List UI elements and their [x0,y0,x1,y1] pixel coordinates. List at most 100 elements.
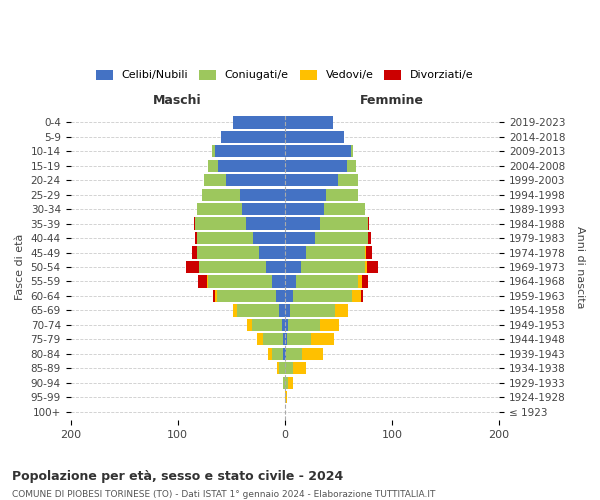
Bar [368,218,370,230]
Text: Femmine: Femmine [360,94,424,106]
Bar [186,261,199,273]
Bar [285,174,338,186]
Bar [246,218,285,230]
Bar [195,218,246,230]
Bar [205,174,226,186]
Bar [283,376,285,389]
Bar [285,218,320,230]
Bar [197,232,253,244]
Bar [266,261,285,273]
Bar [283,333,285,345]
Bar [191,246,197,258]
Bar [280,362,285,374]
Bar [285,130,344,143]
Bar [358,276,362,287]
Bar [306,246,365,258]
Bar [362,276,368,287]
Bar [285,246,306,258]
Bar [285,290,293,302]
Bar [290,304,335,316]
Bar [288,318,320,331]
Bar [272,348,283,360]
Bar [285,333,287,345]
Bar [365,261,367,273]
Bar [242,203,285,215]
Bar [215,145,285,158]
Bar [285,276,296,287]
Legend: Celibi/Nubili, Coniugati/e, Vedovi/e, Divorziati/e: Celibi/Nubili, Coniugati/e, Vedovi/e, Di… [91,64,479,86]
Bar [286,348,302,360]
Bar [285,160,347,172]
Bar [320,218,368,230]
Bar [315,232,368,244]
Y-axis label: Fasce di età: Fasce di età [15,234,25,300]
Bar [198,276,206,287]
Bar [293,362,306,374]
Bar [285,318,288,331]
Bar [361,290,363,302]
Bar [338,174,358,186]
Bar [365,246,366,258]
Bar [296,276,358,287]
Bar [226,174,285,186]
Bar [215,290,217,302]
Bar [208,160,218,172]
Bar [335,304,348,316]
Bar [320,318,340,331]
Bar [268,348,272,360]
Bar [259,246,285,258]
Bar [285,145,351,158]
Text: COMUNE DI PIOBESI TORINESE (TO) - Dati ISTAT 1° gennaio 2024 - Elaborazione TUTT: COMUNE DI PIOBESI TORINESE (TO) - Dati I… [12,490,436,499]
Bar [285,391,287,404]
Bar [212,145,215,158]
Bar [287,333,311,345]
Bar [217,290,276,302]
Bar [208,276,272,287]
Bar [276,290,285,302]
Bar [206,276,208,287]
Bar [367,261,378,273]
Bar [263,333,283,345]
Text: Popolazione per età, sesso e stato civile - 2024: Popolazione per età, sesso e stato civil… [12,470,343,483]
Bar [240,188,285,201]
Bar [253,232,285,244]
Bar [233,304,236,316]
Bar [366,246,371,258]
Text: Maschi: Maschi [154,94,202,106]
Bar [285,232,315,244]
Bar [325,203,365,215]
Bar [247,318,251,331]
Bar [285,376,288,389]
Bar [301,261,365,273]
Bar [197,246,259,258]
Bar [285,188,326,201]
Bar [368,232,371,244]
Bar [218,160,285,172]
Bar [285,348,286,360]
Bar [352,290,361,302]
Bar [285,203,325,215]
Bar [280,304,285,316]
Bar [272,276,285,287]
Bar [302,348,323,360]
Bar [347,160,356,172]
Bar [285,261,301,273]
Bar [283,348,285,360]
Bar [285,304,290,316]
Bar [195,232,197,244]
Bar [236,304,280,316]
Bar [285,116,333,128]
Bar [351,145,353,158]
Bar [285,362,293,374]
Bar [221,130,285,143]
Bar [199,261,266,273]
Bar [311,333,334,345]
Bar [213,290,215,302]
Bar [197,203,242,215]
Bar [288,376,293,389]
Bar [194,218,195,230]
Bar [202,188,240,201]
Bar [277,362,280,374]
Bar [233,116,285,128]
Bar [293,290,352,302]
